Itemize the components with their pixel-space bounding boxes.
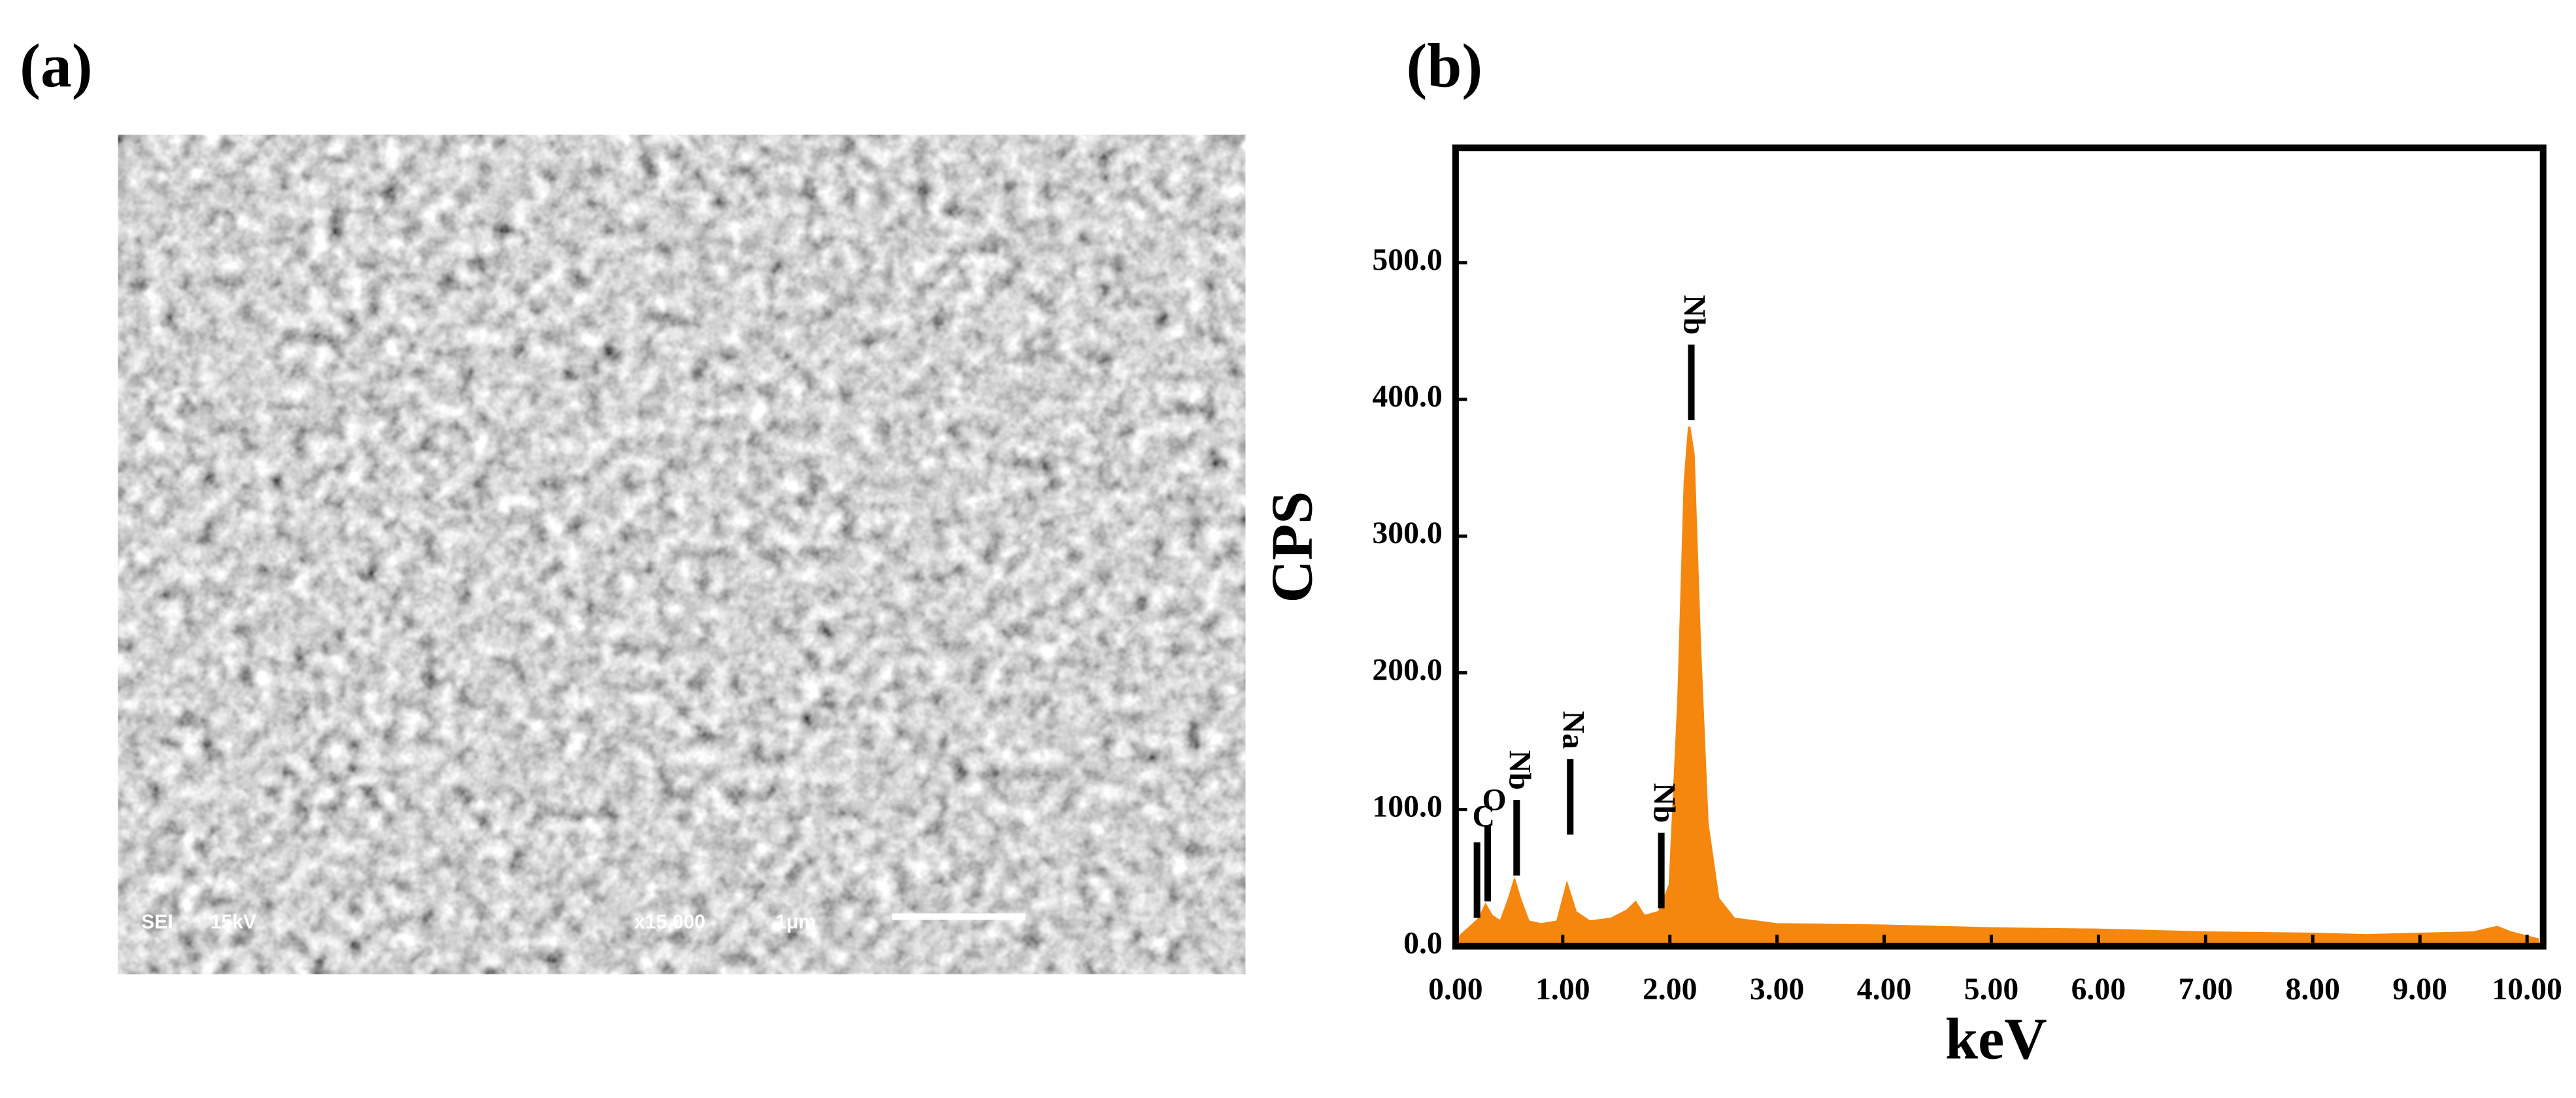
- y-tick-label: 400.0: [1372, 379, 1442, 414]
- x-tick-label: 9.00: [2392, 972, 2447, 1006]
- x-tick-label: 0.00: [1428, 972, 1483, 1006]
- y-tick-label: 0.0: [1403, 926, 1443, 961]
- y-tick-label: 200.0: [1372, 652, 1442, 687]
- x-tick-label: 7.00: [2179, 972, 2233, 1006]
- peak-label: Nb: [1502, 750, 1537, 790]
- x-tick-label: 5.00: [1964, 972, 2019, 1006]
- plot: 0.0 100.0 200.0 300.0 400.0 500.0 0.00 1.00 2.00…: [1372, 144, 2562, 1006]
- x-axis-label: keV: [1945, 1005, 2047, 1071]
- peak-label: Nb: [1677, 295, 1712, 335]
- x-tick-label: 6.00: [2071, 972, 2126, 1006]
- peak-label: Nb: [1647, 783, 1682, 823]
- sem-label: SEI: [141, 912, 173, 933]
- spectrum-area: [1453, 426, 2539, 948]
- x-tick-label: 3.00: [1750, 972, 1805, 1006]
- x-tick-label: 2.00: [1643, 972, 1698, 1006]
- sem-label: 15kV: [210, 912, 256, 933]
- sem-label: x15,000: [634, 912, 705, 933]
- plot-frame: [1452, 144, 2547, 950]
- x-tick-label: 1.00: [1535, 972, 1590, 1006]
- y-tick-label: 500.0: [1372, 242, 1442, 277]
- y-axis-label: CPS: [1258, 491, 1324, 603]
- peak-label: C: [1472, 799, 1494, 834]
- y-tick-label: 300.0: [1372, 516, 1442, 550]
- y-tick-label: 100.0: [1372, 790, 1442, 824]
- x-tick-label: 10.00: [2492, 972, 2562, 1006]
- sem-texture: [118, 135, 1246, 974]
- peak-label: Na: [1556, 711, 1590, 749]
- peak-label: O: [1482, 782, 1507, 817]
- x-tick-label: 8.00: [2286, 972, 2341, 1006]
- panel-label: (a): [20, 31, 92, 101]
- panel-label: (b): [1406, 31, 1482, 101]
- sem-image: SEI 15kV x15,000 1μm: [118, 135, 1246, 974]
- sem-label: 1μm: [775, 912, 816, 933]
- x-tick-label: 4.00: [1857, 972, 1912, 1006]
